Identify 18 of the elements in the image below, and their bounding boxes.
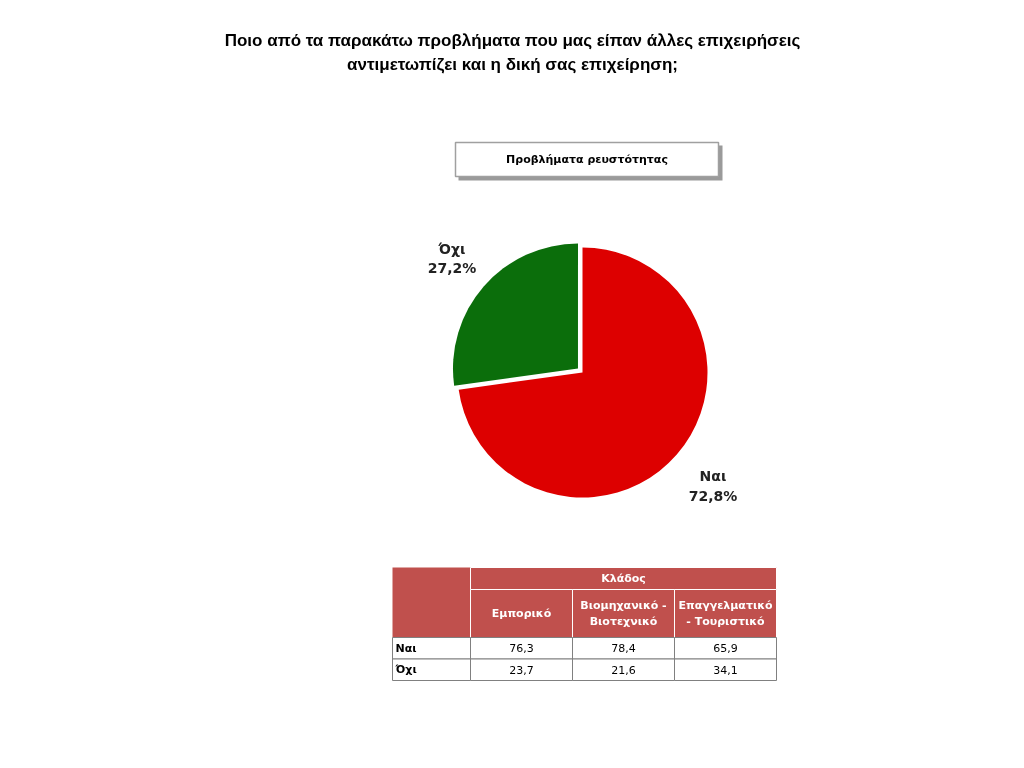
text: 78,4	[611, 642, 636, 656]
text: Κλάδος	[601, 572, 646, 585]
slice-label: Όχι	[437, 241, 466, 258]
category-label: Επαγγελματικό - Τουριστικό	[678, 599, 774, 628]
category-label: Όχι	[395, 663, 417, 677]
category-label: Εμπορικό	[491, 607, 552, 620]
category-label: Βιομηχανικό - Βιοτεχνικό	[580, 599, 667, 628]
slice-label: Ναι	[699, 468, 727, 485]
data-label: 27,2%	[427, 260, 477, 277]
text: 76,3	[509, 642, 534, 656]
data-label: 72,8%	[688, 487, 738, 504]
text: 34,1	[713, 663, 738, 677]
category-label: Ναι	[395, 641, 417, 655]
text: 23,7	[509, 663, 534, 677]
chart-subtitle: Προβλήματα ρευστότητας	[506, 153, 668, 166]
chart-title: Ποιο από τα παρακάτω προβλήματα που μας είπαν άλλες επιχειρήσεις αντιμετωπίζει και η δική σας επιχείρηση;	[224, 30, 801, 75]
text: 65,9	[713, 642, 738, 656]
text: 21,6	[611, 663, 636, 677]
